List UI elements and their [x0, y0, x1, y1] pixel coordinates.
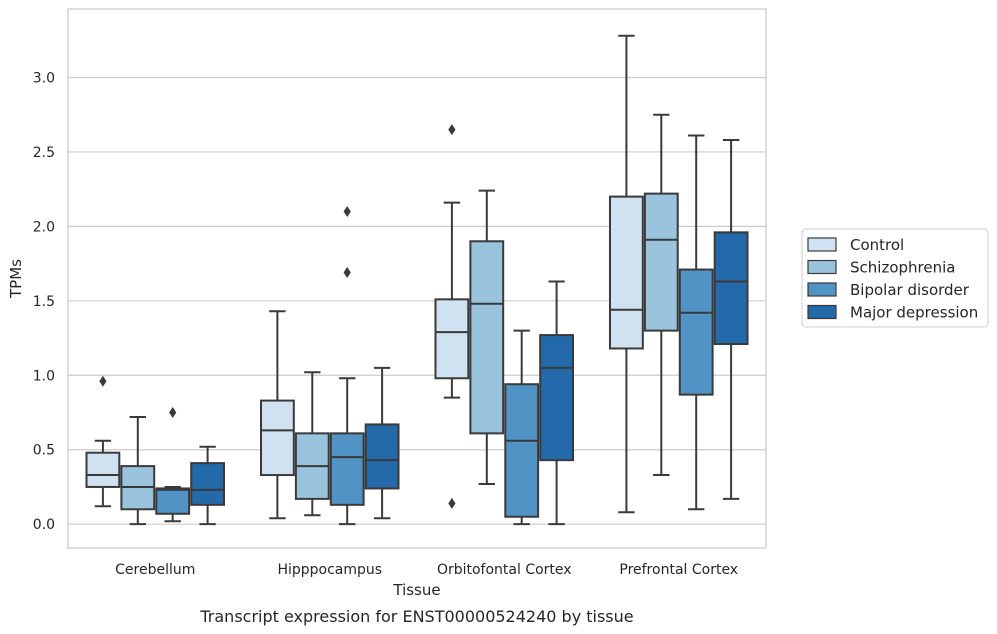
x-tick-label-3: Prefrontal Cortex: [619, 562, 738, 578]
outlier-point-0: [99, 375, 107, 387]
box-body: [678, 268, 714, 396]
legend-label-1: Schizophrenia: [850, 259, 955, 277]
y-tick-label-1: 0.5: [33, 443, 55, 459]
box-1-1: [294, 371, 330, 517]
box-2-3: [539, 280, 575, 526]
plot-frame: [67, 8, 767, 549]
x-axis-label: Tissue: [392, 581, 440, 599]
legend-swatch-3: [807, 304, 837, 320]
box-0-0: [85, 375, 121, 508]
legend-swatch-1: [807, 259, 837, 275]
y-tick-label-5: 2.5: [33, 145, 55, 161]
box-1-3: [364, 366, 400, 520]
box-3-3: [713, 139, 749, 500]
chart-caption: Transcript expression for ENST0000052424…: [199, 607, 633, 626]
box-2-2: [504, 329, 540, 526]
boxes: [85, 34, 749, 526]
gridlines: [68, 76, 766, 525]
box-3-2: [678, 134, 714, 511]
y-tick-label-2: 1.0: [33, 368, 55, 384]
legend-label-3: Major depression: [850, 304, 978, 322]
box-body: [85, 451, 121, 488]
y-tick-label-6: 3.0: [33, 70, 55, 86]
legend-swatch-2: [807, 282, 837, 297]
box-body: [469, 240, 505, 435]
y-tick-label-0: 0.0: [33, 517, 55, 533]
box-2-1: [469, 189, 505, 485]
box-body: [539, 334, 575, 462]
box-body: [608, 195, 644, 350]
outlier-point-0: [448, 497, 456, 509]
outlier-point-1: [448, 124, 456, 136]
y-ticks: 0.0 0.5 1.0 1.5 2.0 2.5 3.0: [33, 70, 55, 533]
legend-label-2: Bipolar disorder: [850, 281, 970, 299]
x-tick-label-2: Orbitofontal Cortex: [437, 562, 572, 578]
box-body: [329, 432, 365, 506]
box-3-0: [608, 34, 644, 514]
x-ticks: Cerebellum Hipppocampus Orbitofontal Corte…: [115, 562, 738, 578]
box-body: [504, 383, 540, 518]
box-1-0: [259, 310, 295, 520]
box-body: [259, 399, 295, 477]
y-axis-label: TPMs: [7, 259, 25, 299]
legend-frame: [801, 228, 989, 328]
box-0-1: [120, 415, 156, 526]
outlier-point-0: [169, 407, 177, 419]
box-body: [190, 462, 226, 506]
box-2-0: [434, 124, 470, 509]
box-1-2: [329, 205, 365, 526]
legend-swatch-0: [807, 237, 837, 252]
box-0-3: [190, 445, 226, 526]
box-0-2: [155, 407, 191, 523]
legend: Control Schizophrenia Bipolar disorder Majo…: [801, 228, 989, 328]
box-body: [643, 192, 679, 332]
outlier-point-0: [343, 267, 351, 279]
box-body: [713, 231, 749, 346]
box-3-1: [643, 113, 679, 477]
box-body: [434, 298, 470, 380]
y-tick-label-4: 2.0: [33, 219, 55, 235]
y-tick-label-3: 1.5: [33, 294, 55, 310]
box-body: [155, 487, 191, 515]
x-tick-label-1: Hipppocampus: [277, 562, 382, 578]
legend-label-0: Control: [850, 236, 904, 254]
x-tick-label-0: Cerebellum: [115, 562, 195, 578]
outlier-point-1: [343, 205, 351, 217]
box-body: [364, 423, 400, 490]
